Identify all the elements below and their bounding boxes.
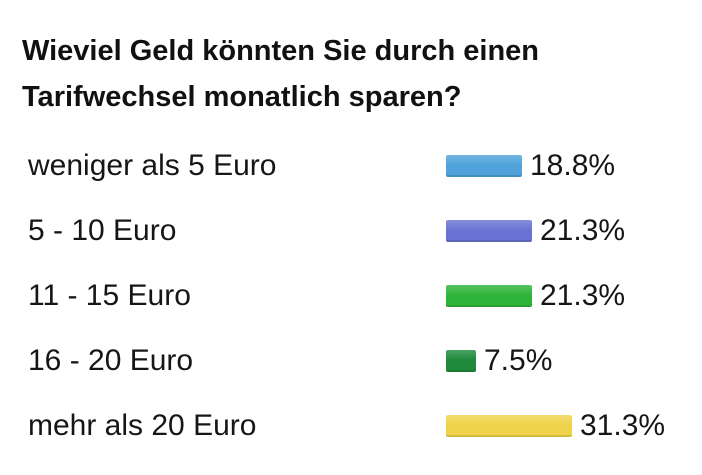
poll-option-row: weniger als 5 Euro 18.8% [0,146,702,186]
option-percent: 21.3% [540,279,626,312]
option-bar [446,350,476,372]
poll-option-row: 5 - 10 Euro 21.3% [0,211,702,251]
option-bar [446,415,572,437]
option-bar [446,220,532,242]
option-percent: 7.5% [484,344,553,377]
option-percent: 21.3% [540,214,626,247]
option-bar [446,155,522,177]
poll-option-row: mehr als 20 Euro 31.3% [0,406,702,446]
option-label: 5 - 10 Euro [28,214,177,247]
poll-option-row: 11 - 15 Euro 21.3% [0,276,702,316]
poll-option-row: 16 - 20 Euro 7.5% [0,341,702,381]
option-label: weniger als 5 Euro [28,149,277,182]
option-label: mehr als 20 Euro [28,409,257,442]
option-percent: 31.3% [580,409,666,442]
option-label: 11 - 15 Euro [28,279,191,312]
poll-question: Wieviel Geld könnten Sie durch einen Tar… [22,35,540,113]
option-percent: 18.8% [530,149,616,182]
option-label: 16 - 20 Euro [28,344,194,377]
option-bar [446,285,532,307]
